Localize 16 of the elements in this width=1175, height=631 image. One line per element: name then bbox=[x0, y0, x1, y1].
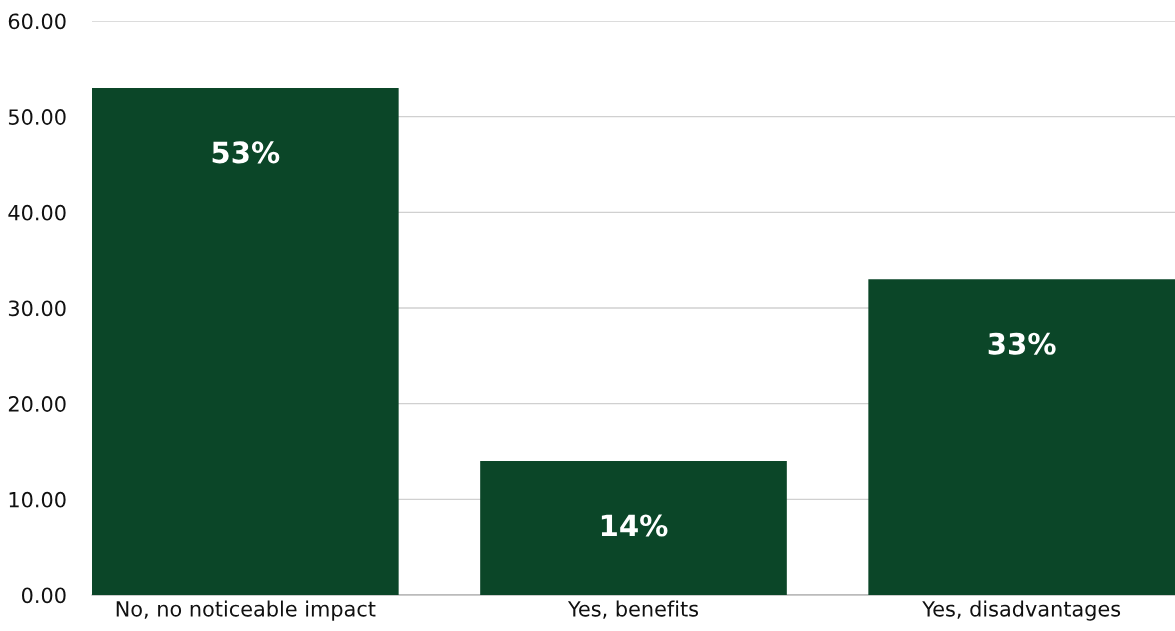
bar bbox=[868, 279, 1175, 595]
y-tick-label: 30.00 bbox=[8, 300, 66, 317]
data-label: 14% bbox=[601, 514, 668, 537]
y-tick-label: 40.00 bbox=[8, 204, 66, 221]
y-tick-label: 10.00 bbox=[9, 491, 66, 508]
x-tick-label: Yes, benefits bbox=[567, 600, 699, 619]
data-label: 33% bbox=[988, 332, 1056, 355]
x-tick-label: No, no noticeable impact bbox=[116, 600, 376, 621]
bar bbox=[92, 87, 399, 595]
y-tick-label: 20.00 bbox=[8, 396, 66, 412]
y-tick-label: 60.00 bbox=[8, 13, 66, 30]
y-tick-label: 0.00 bbox=[21, 587, 66, 604]
bar bbox=[480, 461, 787, 595]
x-tick-label: Yes, disadvantages bbox=[922, 600, 1121, 621]
y-tick-label: 50.00 bbox=[8, 109, 66, 125]
data-label: 53% bbox=[212, 141, 280, 164]
